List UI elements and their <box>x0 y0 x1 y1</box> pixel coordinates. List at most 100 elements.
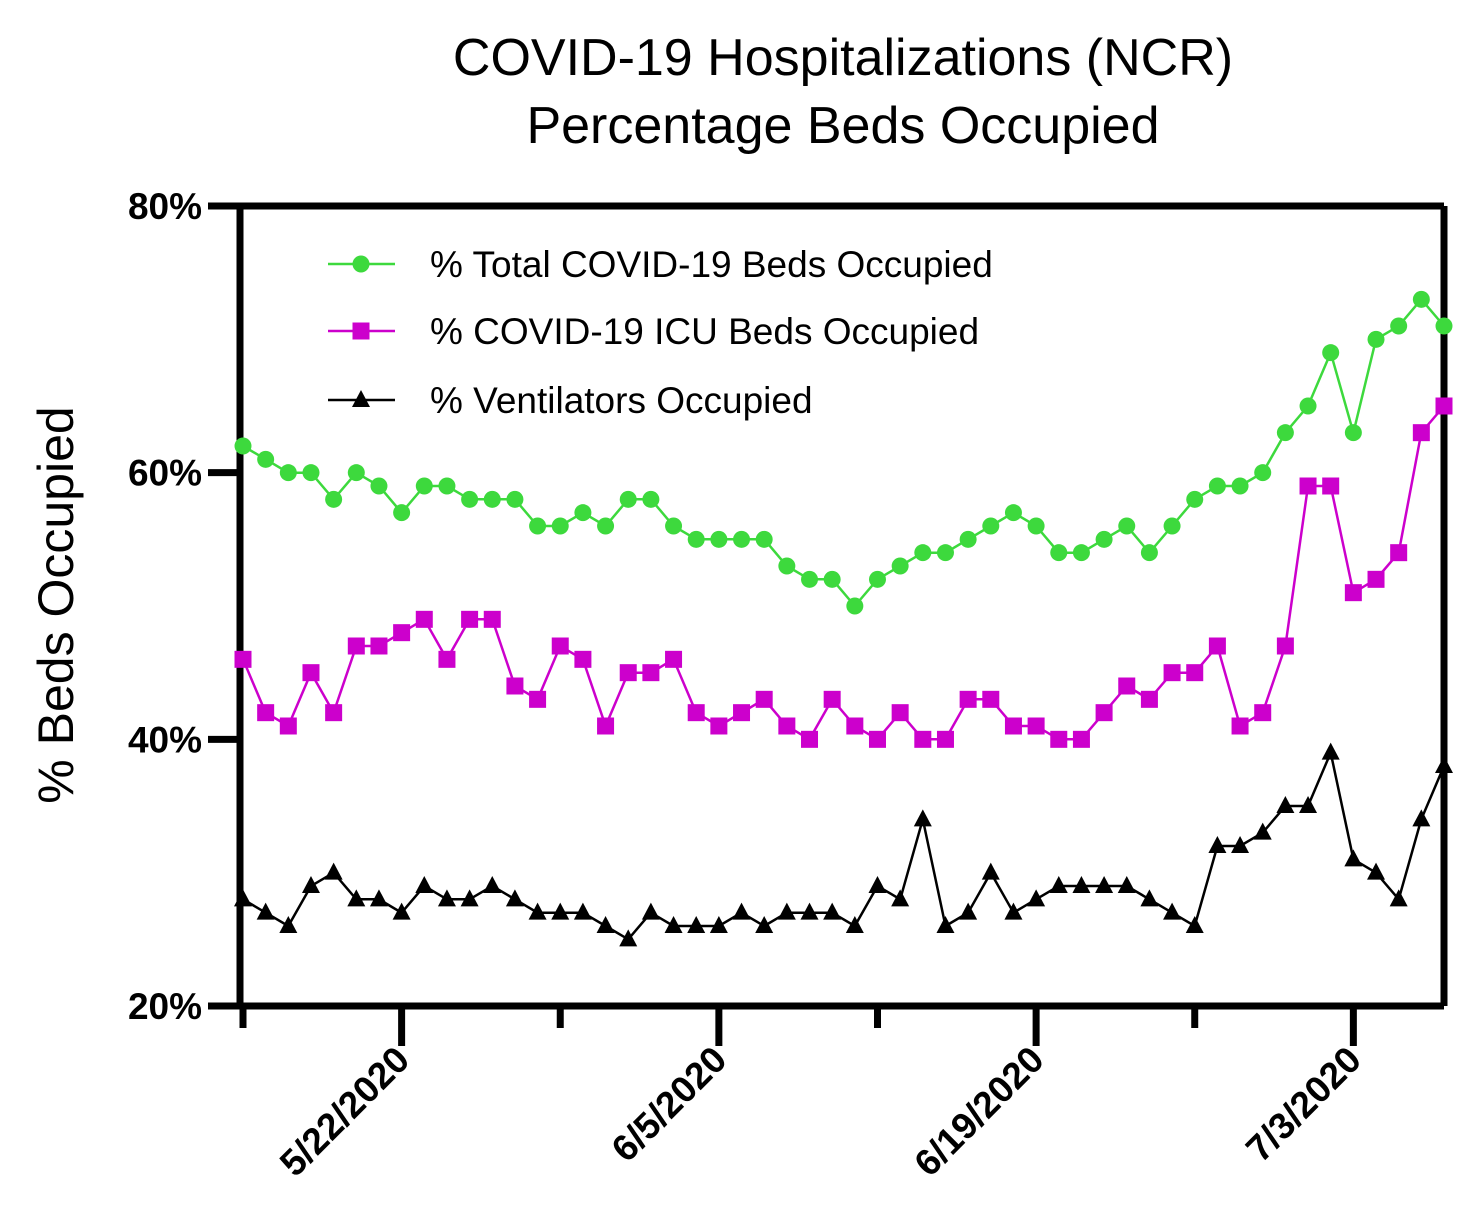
legend-label: % COVID-19 ICU Beds Occupied <box>430 311 979 352</box>
data-point <box>913 809 932 827</box>
data-point <box>1186 664 1204 682</box>
data-point <box>1095 530 1113 548</box>
data-point <box>959 690 977 708</box>
data-point <box>1276 796 1295 813</box>
data-point <box>1344 849 1363 867</box>
data-point <box>914 730 932 748</box>
chart-title: COVID-19 Hospitalizations (NCR) <box>453 29 1233 87</box>
series-1 <box>234 290 1453 615</box>
data-point <box>1004 717 1022 735</box>
data-point <box>710 717 728 735</box>
data-point <box>505 889 524 907</box>
data-point <box>845 916 864 933</box>
data-point <box>234 650 252 668</box>
data-point <box>1435 756 1453 773</box>
data-point <box>1276 424 1294 442</box>
data-point <box>301 876 320 893</box>
legend-marker <box>352 390 370 407</box>
y-tick-label: 80% <box>128 186 202 227</box>
data-point <box>619 664 637 682</box>
data-point <box>1254 704 1272 722</box>
data-point <box>732 902 751 920</box>
data-point <box>1140 889 1159 907</box>
data-point <box>868 876 887 893</box>
data-point <box>597 517 615 535</box>
data-point <box>619 490 637 508</box>
data-point <box>914 544 932 562</box>
data-point <box>573 902 592 920</box>
data-point <box>891 704 909 722</box>
y-tick-label: 20% <box>128 986 202 1027</box>
data-point <box>755 916 774 933</box>
data-point <box>279 916 298 933</box>
data-point <box>551 517 569 535</box>
data-point <box>755 690 773 708</box>
data-point <box>460 889 479 907</box>
data-point <box>1208 637 1226 655</box>
data-point <box>302 464 320 482</box>
data-point <box>1322 344 1340 362</box>
data-point <box>1435 317 1453 335</box>
data-point <box>279 464 297 482</box>
x-tick-label: 6/19/2020 <box>906 1039 1051 1184</box>
data-point <box>325 490 343 508</box>
data-point <box>710 530 728 548</box>
data-point <box>461 490 479 508</box>
data-point <box>891 557 909 575</box>
data-point <box>1140 690 1158 708</box>
data-point <box>709 916 728 933</box>
legend-marker <box>352 255 370 273</box>
data-point <box>1095 876 1114 893</box>
data-point <box>800 902 819 920</box>
data-point <box>846 717 864 735</box>
data-point <box>506 490 524 508</box>
data-point <box>665 650 683 668</box>
data-point <box>1095 704 1113 722</box>
data-point <box>936 730 954 748</box>
data-point <box>529 517 547 535</box>
data-point <box>1186 490 1204 508</box>
data-point <box>279 717 297 735</box>
data-point <box>1390 544 1408 562</box>
data-point <box>347 889 366 907</box>
data-point <box>1344 424 1362 442</box>
data-point <box>1027 517 1045 535</box>
data-point <box>891 889 910 907</box>
data-point <box>823 690 841 708</box>
data-point <box>1163 664 1181 682</box>
data-point <box>823 570 841 588</box>
data-point <box>733 530 751 548</box>
data-point <box>574 504 592 522</box>
data-point <box>437 889 456 907</box>
data-point <box>642 664 660 682</box>
data-point <box>483 490 501 508</box>
data-point <box>325 704 343 722</box>
data-point <box>302 664 320 682</box>
data-point <box>868 570 886 588</box>
data-point <box>574 650 592 668</box>
data-point <box>1412 290 1430 308</box>
series-2 <box>234 397 1453 748</box>
chart-subtitle: Percentage Beds Occupied <box>526 97 1159 155</box>
data-point <box>642 490 660 508</box>
data-point <box>1299 796 1318 813</box>
data-point <box>868 730 886 748</box>
data-point <box>1163 902 1182 920</box>
legend-label: % Ventilators Occupied <box>430 380 813 421</box>
data-point <box>1367 570 1385 588</box>
data-point <box>1208 477 1226 495</box>
data-point <box>551 902 570 920</box>
data-point <box>234 889 252 907</box>
x-tick-label: 7/3/2020 <box>1238 1039 1369 1170</box>
data-point <box>801 570 819 588</box>
data-point <box>1412 424 1430 442</box>
data-point <box>347 464 365 482</box>
data-point <box>846 597 864 615</box>
data-point <box>370 637 388 655</box>
data-point <box>1072 876 1091 893</box>
data-point <box>551 637 569 655</box>
data-point <box>415 876 434 893</box>
data-point <box>982 690 1000 708</box>
data-point <box>755 530 773 548</box>
